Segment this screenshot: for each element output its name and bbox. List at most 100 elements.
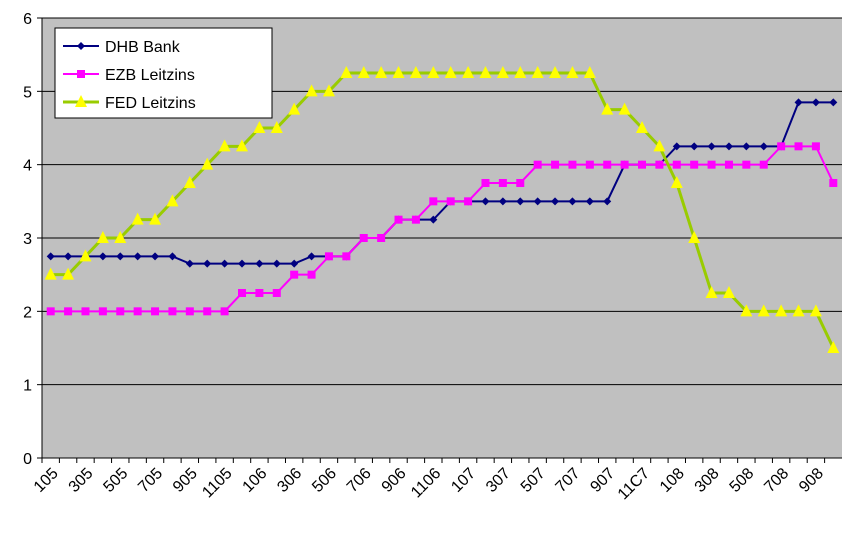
marker: [377, 234, 386, 242]
marker: [272, 289, 281, 297]
marker: [409, 66, 422, 78]
marker: [218, 139, 231, 152]
marker: [811, 142, 820, 151]
y-tick-label: 1: [23, 378, 32, 395]
marker: [583, 66, 596, 78]
marker: [133, 252, 142, 261]
marker: [322, 84, 335, 97]
marker: [270, 121, 283, 133]
marker: [757, 304, 770, 317]
marker: [690, 160, 699, 169]
marker: [81, 307, 90, 316]
marker: [340, 66, 353, 78]
marker: [653, 139, 666, 152]
marker: [255, 289, 264, 297]
marker: [446, 197, 455, 206]
marker: [533, 160, 542, 169]
x-tick-label: 1106: [408, 465, 444, 501]
x-tick-label: 508: [727, 465, 758, 496]
marker: [46, 252, 55, 261]
marker: [794, 98, 803, 107]
series: [44, 66, 840, 353]
marker: [742, 142, 751, 151]
x-tick-label: 708: [761, 465, 792, 496]
marker: [533, 197, 542, 206]
marker: [707, 142, 716, 151]
x-tick-label: 107: [448, 465, 479, 496]
marker: [516, 197, 525, 206]
marker: [62, 267, 75, 280]
marker: [168, 252, 177, 261]
marker: [255, 259, 264, 268]
marker: [740, 304, 753, 317]
marker: [185, 307, 194, 316]
marker: [603, 160, 612, 169]
marker: [183, 176, 196, 188]
marker: [829, 98, 838, 107]
marker: [531, 66, 544, 78]
marker: [392, 66, 405, 78]
marker: [601, 102, 614, 115]
legend-label: FED Leitzins: [105, 95, 196, 112]
marker: [566, 66, 579, 78]
marker: [827, 341, 840, 353]
marker: [638, 160, 646, 169]
legend-marker: [75, 95, 87, 107]
marker: [672, 160, 681, 169]
marker: [724, 142, 733, 151]
y-tick-label: 2: [23, 304, 32, 321]
marker: [272, 259, 281, 268]
marker: [46, 307, 55, 316]
marker: [498, 197, 507, 206]
marker: [551, 197, 560, 206]
marker: [464, 197, 473, 206]
marker: [238, 259, 246, 268]
marker: [498, 179, 507, 187]
marker: [429, 215, 438, 224]
marker: [185, 259, 194, 268]
marker: [149, 212, 162, 225]
x-tick-label: 306: [274, 465, 305, 496]
marker: [670, 176, 683, 188]
x-tick-label: 1105: [199, 465, 235, 501]
marker: [514, 66, 527, 78]
marker: [307, 252, 316, 261]
marker: [290, 259, 299, 268]
marker: [759, 160, 768, 169]
marker: [359, 234, 368, 242]
legend-label: EZB Leitzins: [105, 67, 195, 84]
marker: [722, 286, 735, 298]
marker: [98, 252, 107, 261]
marker: [620, 160, 629, 169]
y-tick-label: 3: [23, 231, 32, 248]
marker: [411, 215, 420, 224]
marker: [116, 307, 125, 316]
marker: [203, 259, 212, 268]
marker: [551, 160, 560, 169]
marker: [79, 249, 92, 262]
x-tick-label: 707: [553, 465, 584, 496]
x-tick-label: 308: [692, 465, 723, 496]
x-tick-label: 706: [344, 465, 375, 496]
marker: [96, 231, 109, 243]
marker: [64, 307, 73, 316]
legend-marker: [77, 42, 85, 50]
marker: [811, 98, 820, 107]
marker: [585, 197, 594, 206]
marker: [707, 160, 716, 169]
marker: [688, 231, 701, 243]
marker: [690, 142, 699, 151]
marker: [44, 267, 57, 280]
y-tick-label: 6: [23, 11, 32, 28]
x-tick-label: 11C7: [615, 465, 653, 503]
x-tick-label: 908: [796, 465, 827, 496]
marker: [324, 252, 333, 261]
x-tick-label: 906: [379, 465, 410, 496]
marker: [655, 160, 664, 169]
x-tick-label: 307: [483, 465, 514, 496]
marker: [792, 304, 805, 317]
marker: [307, 270, 316, 279]
marker: [705, 286, 718, 298]
marker: [636, 121, 648, 133]
